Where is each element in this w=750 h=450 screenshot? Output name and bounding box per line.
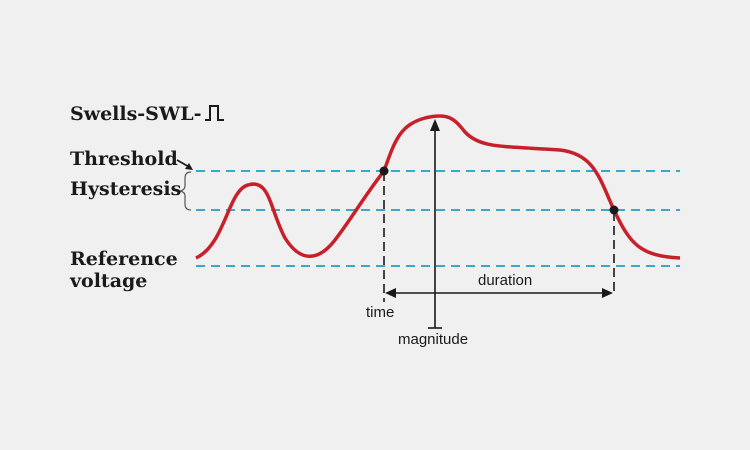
time-label: time [366,304,395,321]
end-point [609,205,619,215]
square-pulse-icon [204,105,224,121]
hysteresis-brace-icon [179,171,192,211]
magnitude-label: magnitude [398,331,469,348]
threshold-label: Threshold [70,148,178,170]
reference-voltage-label-2: voltage [70,270,148,292]
voltage-waveform [195,114,681,260]
reference-voltage-label-1: Reference [70,248,178,270]
hysteresis-label: Hysteresis [70,178,182,200]
diagram-title: Swells-SWL- [70,100,224,125]
start-point [379,166,389,176]
duration-label: duration [478,272,533,289]
title-text: Swells-SWL- [70,103,202,125]
